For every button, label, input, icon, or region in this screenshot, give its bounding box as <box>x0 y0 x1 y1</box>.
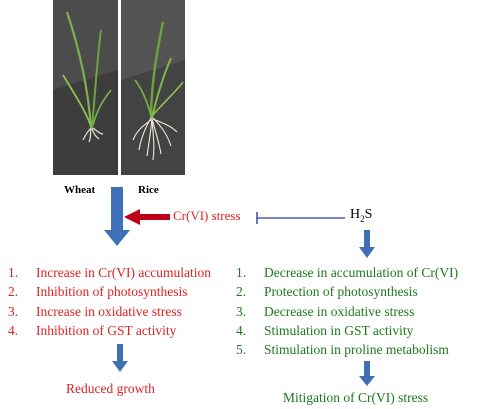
list-item: 1. Decrease in accumulation of Cr(VI) <box>236 265 459 280</box>
rice-seedling-photo <box>121 0 185 175</box>
wheat-label: Wheat <box>64 184 96 196</box>
h2s-down-arrow <box>359 230 375 258</box>
list-item: 3. Decrease in oxidative stress <box>236 303 415 319</box>
list-item: 4. Inhibition of GST activity <box>8 322 177 338</box>
list-item: 2. Inhibition of photosynthesis <box>8 284 188 300</box>
mitigation-outcome: Mitigation of Cr(VI) stress <box>283 390 429 405</box>
main-down-arrow <box>104 187 130 246</box>
reduced-growth-outcome: Reduced growth <box>66 381 155 396</box>
list-item: 5. Stimulation in proline metabolism <box>236 342 449 358</box>
wheat-seedling-photo <box>53 0 118 175</box>
h2s-label: H2S <box>350 207 373 224</box>
effects-with-h2s-list: 1. Decrease in accumulation of Cr(VI) 2. P… <box>236 263 458 359</box>
stress-arrow <box>124 209 170 225</box>
cr-stress-label: Cr(VI) stress <box>173 208 241 223</box>
list-item: 3. Increase in oxidative stress <box>8 303 182 319</box>
reduced-growth-arrow <box>112 344 128 372</box>
inhibition-line <box>256 212 345 224</box>
rice-label: Rice <box>138 184 159 196</box>
list-item: 1. Increase in Cr(VI) accumulation <box>8 265 212 280</box>
list-item: 2. Protection of photosynthesis <box>236 284 418 300</box>
effects-without-h2s-list: 1. Increase in Cr(VI) accumulation 2. Inhi… <box>8 263 211 340</box>
list-item: 4. Stimulation in GST activity <box>236 322 414 338</box>
mitigation-arrow <box>359 361 375 386</box>
